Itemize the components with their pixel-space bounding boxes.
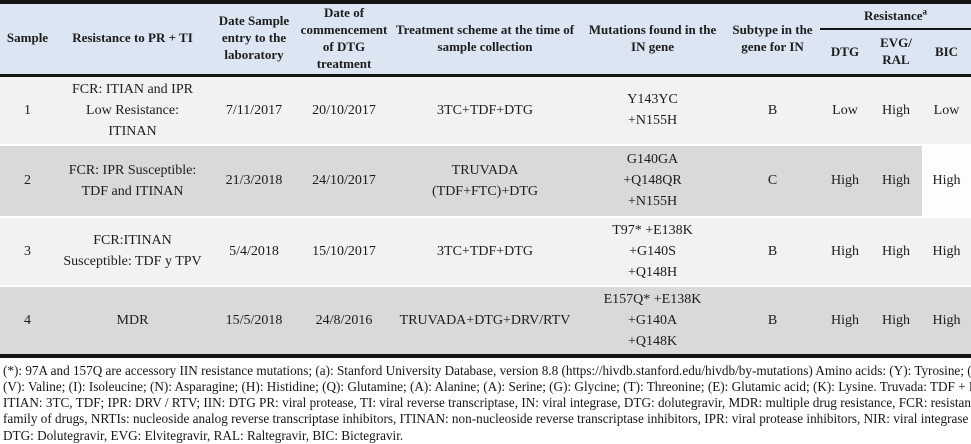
table-row: 4 MDR 15/5/2018 24/8/2016 TRUVADA+DTG+DR… [0, 284, 971, 356]
col-header-subtype: Subtype in the gene for IN [725, 2, 820, 76]
cell-mutations: T97* +E138K +G140S +Q148H [580, 215, 725, 286]
cell-resistance-pr-ti: FCR: ITIAN and IPR Low Resistance: ITINA… [55, 75, 210, 145]
cell-date-dtg: 15/10/2017 [298, 215, 390, 286]
cell-resistance-evg-ral: High [870, 75, 922, 145]
cell-date-entry: 5/4/2018 [210, 215, 298, 286]
cell-resistance-dtg: High [820, 284, 870, 356]
col-header-sample: Sample [0, 2, 55, 76]
footnote-line: family of drugs, NRTIs: nucleoside analo… [3, 411, 971, 427]
cell-date-entry: 15/5/2018 [210, 284, 298, 356]
cell-resistance-pr-ti: MDR [55, 284, 210, 356]
cell-resistance-bic: High [922, 284, 971, 356]
cell-sample: 1 [0, 75, 55, 145]
col-header-treatment: Treatment scheme at the time of sample c… [390, 2, 580, 76]
cell-mutations: G140GA +Q148QR +N155H [580, 143, 725, 217]
cell-date-entry: 21/3/2018 [210, 143, 298, 217]
cell-resistance-bic: High [922, 215, 971, 286]
cell-resistance-dtg: High [820, 215, 870, 286]
table-row: 2 FCR: IPR Susceptible: TDF and ITINAN 2… [0, 143, 971, 217]
table-footnote: (*): 97A and 157Q are accessory IIN resi… [0, 358, 971, 444]
cell-treatment: TRUVADA (TDF+FTC)+DTG [390, 143, 580, 217]
cell-treatment: 3TC+TDF+DTG [390, 215, 580, 286]
col-header-date-entry: Date Sample entry to the laboratory [210, 2, 298, 76]
table-row: 3 FCR:ITINAN Susceptible: TDF y TPV 5/4/… [0, 215, 971, 286]
col-group-header-resistance: Resistancea [820, 2, 971, 31]
cell-resistance-pr-ti: FCR:ITINAN Susceptible: TDF y TPV [55, 215, 210, 286]
table-row: 1 FCR: ITIAN and IPR Low Resistance: ITI… [0, 75, 971, 145]
cell-date-dtg: 20/10/2017 [298, 75, 390, 145]
footnote-line: ITIAN: 3TC, TDF; IPR: DRV / RTV; IIN: DT… [3, 395, 971, 411]
cell-subtype: B [725, 75, 820, 145]
resistance-footnote-marker: a [922, 6, 928, 17]
cell-date-entry: 7/11/2017 [210, 75, 298, 145]
cell-resistance-dtg: High [820, 143, 870, 217]
col-header-resistance-pr-ti: Resistance to PR + TI [55, 2, 210, 76]
cell-resistance-bic: Low [922, 75, 971, 145]
cell-subtype: B [725, 284, 820, 356]
cell-mutations: Y143YC +N155H [580, 75, 725, 145]
cell-sample: 3 [0, 215, 55, 286]
cell-mutations: E157Q* +E138K +G140A +Q148K [580, 284, 725, 356]
cell-subtype: C [725, 143, 820, 217]
col-header-date-dtg: Date of commencement of DTG treatment [298, 2, 390, 76]
cell-resistance-evg-ral: High [870, 143, 922, 217]
cell-subtype: B [725, 215, 820, 286]
resistance-table: Sample Resistance to PR + TI Date Sample… [0, 0, 971, 356]
col-header-dtg: DTG [820, 29, 870, 76]
cell-resistance-dtg: Low [820, 75, 870, 145]
col-header-mutations: Mutations found in the IN gene [580, 2, 725, 76]
cell-date-dtg: 24/10/2017 [298, 143, 390, 217]
resistance-group-label: Resistance [864, 7, 923, 23]
col-header-bic: BIC [922, 29, 971, 76]
cell-treatment: 3TC+TDF+DTG [390, 75, 580, 145]
footnote-line: (V): Valine; (I): Isoleucine; (N): Aspar… [3, 378, 971, 394]
table-header: Sample Resistance to PR + TI Date Sample… [0, 2, 971, 76]
cell-sample: 2 [0, 143, 55, 217]
cell-resistance-evg-ral: High [870, 215, 922, 286]
cell-sample: 4 [0, 284, 55, 356]
cell-resistance-bic: High [922, 143, 971, 217]
col-header-evg-ral: EVG/ RAL [870, 29, 922, 76]
cell-treatment: TRUVADA+DTG+DRV/RTV [390, 284, 580, 356]
cell-resistance-evg-ral: High [870, 284, 922, 356]
footnote-line: (*): 97A and 157Q are accessory IIN resi… [3, 362, 971, 378]
cell-date-dtg: 24/8/2016 [298, 284, 390, 356]
cell-resistance-pr-ti: FCR: IPR Susceptible: TDF and ITINAN [55, 143, 210, 217]
footnote-line: DTG: Dolutegravir, EVG: Elvitegravir, RA… [3, 427, 404, 443]
